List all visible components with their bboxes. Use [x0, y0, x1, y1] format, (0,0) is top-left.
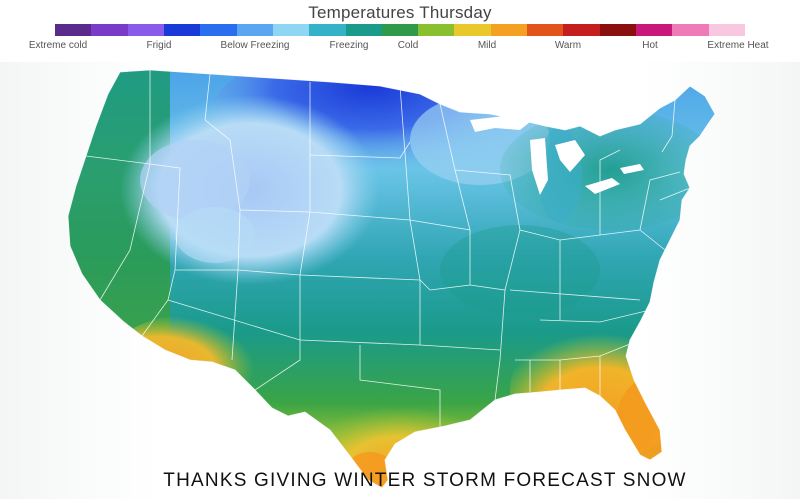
legend-label-frigid: Frigid [146, 40, 172, 51]
scale-segment [272, 24, 310, 36]
scale-segment [236, 24, 273, 36]
scale-segment [127, 24, 164, 36]
legend-label-extreme-cold: Extreme cold [28, 40, 88, 51]
great-lakes [470, 116, 644, 195]
scale-segment [55, 24, 92, 36]
legend-label-extreme-heat: Extreme Heat [707, 40, 769, 51]
scale-segment [345, 24, 382, 36]
legend-label-below-freezing: Below Freezing [220, 40, 290, 51]
us-temperature-map [0, 60, 800, 499]
legend-label-cold: Cold [397, 40, 419, 51]
scale-segment [163, 24, 201, 36]
scale-segment [490, 24, 528, 36]
temperature-scale-labels: Extreme cold Frigid Below Freezing Freez… [0, 40, 800, 54]
state-borders [67, 69, 716, 489]
scale-segment [527, 24, 564, 36]
scale-segment [381, 24, 419, 36]
scale-segment [563, 24, 600, 36]
scale-segment [309, 24, 346, 36]
scale-segment [708, 24, 745, 36]
scale-segment [454, 24, 491, 36]
scale-segment [636, 24, 673, 36]
scale-segment [672, 24, 709, 36]
legend-label-freezing: Freezing [329, 40, 369, 51]
scale-segment [200, 24, 237, 36]
caption-text: THANKS GIVING WINTER STORM FORECAST SNOW [163, 470, 687, 491]
map-title: Temperatures Thursday [308, 3, 492, 22]
legend-label-hot: Hot [642, 40, 658, 51]
legend-label-mild: Mild [477, 40, 497, 51]
scale-segment [91, 24, 128, 36]
scale-segment [418, 24, 455, 36]
temperature-color-scale [55, 24, 745, 36]
us-map-svg [67, 69, 716, 489]
legend-label-warm: Warm [554, 40, 582, 51]
scale-segment [599, 24, 636, 36]
